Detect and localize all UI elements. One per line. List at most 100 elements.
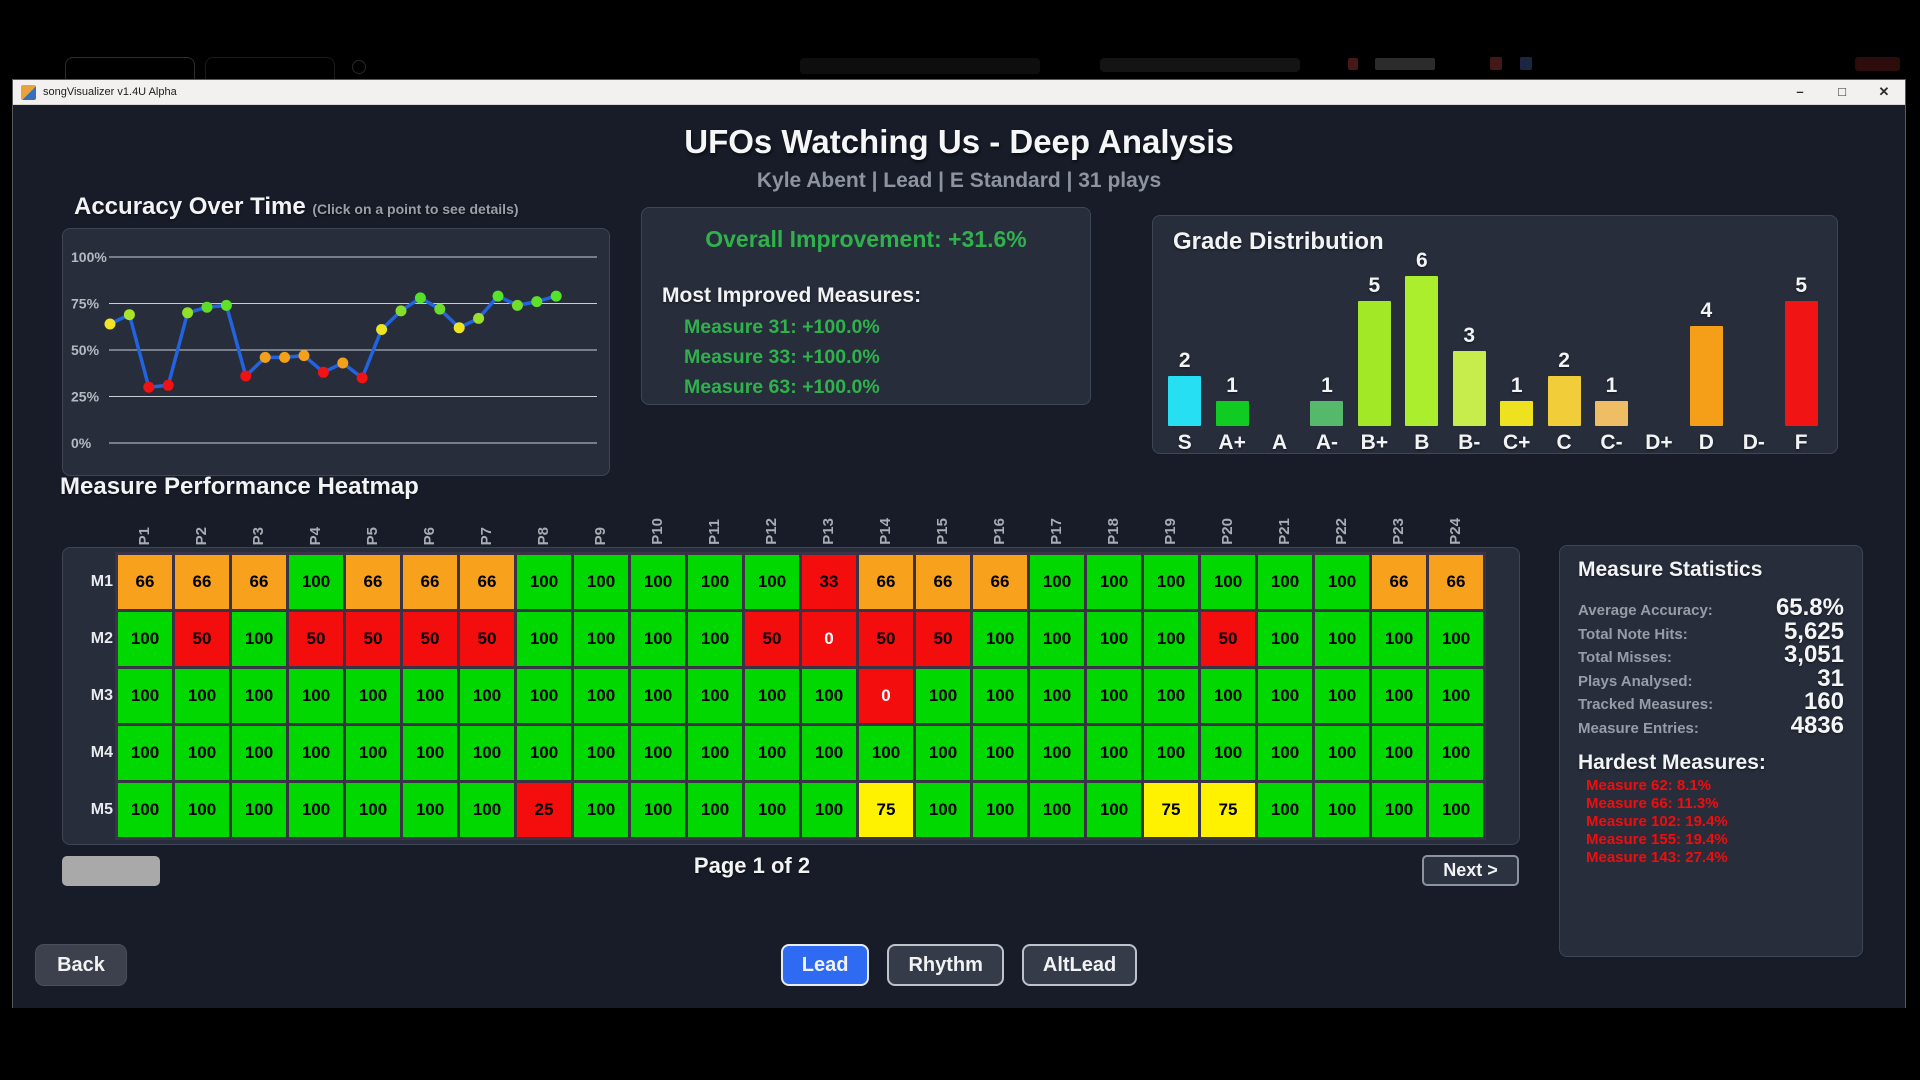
heatmap-cell: 100	[118, 669, 172, 723]
accuracy-point[interactable]	[123, 309, 135, 321]
heatmap-column-header: P20	[1218, 518, 1236, 545]
heatmap-column-header: P8	[534, 526, 552, 545]
close-button[interactable]: ✕	[1878, 84, 1890, 99]
accuracy-point[interactable]	[104, 318, 116, 330]
improvement-panel: Overall Improvement: +31.6% Most Improve…	[641, 207, 1091, 405]
accuracy-point[interactable]	[356, 372, 368, 384]
heatmap-header-cell: P20	[1200, 495, 1254, 545]
accuracy-point[interactable]	[279, 351, 291, 363]
heatmap-cell: 100	[1201, 555, 1255, 609]
heatmap-cell: 100	[460, 783, 514, 837]
statistic-value: 5,625	[1783, 617, 1844, 645]
accuracy-point[interactable]	[143, 381, 155, 393]
page-title: UFOs Watching Us - Deep Analysis	[684, 123, 1234, 160]
ghost-window-artifact	[352, 60, 366, 74]
tab-lead[interactable]: Lead	[780, 944, 870, 986]
heatmap-cell: 50	[1201, 612, 1255, 666]
accuracy-point[interactable]	[337, 357, 349, 369]
heatmap-cell: 100	[1258, 612, 1312, 666]
accuracy-line	[108, 294, 558, 389]
grade-bar	[1168, 376, 1202, 426]
heatmap-cell: 100	[1429, 669, 1483, 723]
next-page-button[interactable]: Next >	[1422, 855, 1519, 886]
heatmap-cell: 50	[175, 612, 229, 666]
heatmap-grid: 66 66 66 100 66 66 66 100 100 100 100 100 33 66 66 66 10…	[115, 552, 1486, 840]
grade-label: A	[1271, 431, 1288, 454]
grade-bar	[1547, 376, 1581, 426]
heatmap-column-headers: P1 P2 P3 P4 P5 P6 P7 P8 P9 P10 P11 P12 P13 P14 P15 P16 P…	[117, 495, 1482, 545]
heatmap-cell: 100	[802, 726, 856, 780]
accuracy-point[interactable]	[162, 379, 174, 391]
heatmap-cell: 100	[1258, 726, 1312, 780]
accuracy-point[interactable]	[259, 351, 271, 363]
improvement-subheading: Most Improved Measures:	[662, 284, 922, 307]
accuracy-point[interactable]	[220, 299, 232, 311]
hardest-measure-item: Measure 102: 19.4%	[1586, 813, 1728, 830]
accuracy-point[interactable]	[201, 301, 213, 313]
accuracy-point[interactable]	[414, 292, 426, 304]
accuracy-point[interactable]	[453, 322, 465, 334]
accuracy-point[interactable]	[531, 296, 543, 308]
accuracy-point[interactable]	[298, 350, 310, 362]
grade-bar	[1500, 401, 1534, 426]
heatmap-cell: 100	[1315, 669, 1369, 723]
heatmap-cell: 100	[232, 612, 286, 666]
accuracy-point[interactable]	[473, 312, 485, 324]
ghost-window-artifact	[1100, 58, 1300, 72]
heatmap-cell: 100	[1087, 669, 1141, 723]
heatmap-cell: 100	[688, 783, 742, 837]
grade-label: B	[1414, 431, 1430, 454]
heatmap-header-cell: P2	[174, 495, 228, 545]
accuracy-section-title: Accuracy Over Time (Click on a point to …	[74, 193, 519, 221]
heatmap-cell: 0	[859, 669, 913, 723]
accuracy-point[interactable]	[511, 299, 523, 311]
accuracy-point[interactable]	[434, 303, 446, 315]
heatmap-cell: 66	[118, 555, 172, 609]
heatmap-cell: 66	[460, 555, 514, 609]
grade-count-label: 1	[1510, 374, 1523, 397]
heatmap-column-header: P4	[306, 526, 324, 545]
back-button[interactable]: Back	[35, 944, 127, 986]
grade-label: A+	[1218, 431, 1246, 454]
window-titlebar[interactable]: songVisualizer v1.4U Alpha – □ ✕	[13, 80, 1905, 105]
heatmap-panel: M1 M2 M3 M4 M5 66 66 66 100 66 66 66 100 100 100 100 10…	[62, 547, 1520, 845]
page-indicator: Page 1 of 2	[693, 853, 811, 878]
grade-count-label: 2	[1178, 349, 1191, 372]
prev-page-button[interactable]	[62, 856, 160, 886]
heatmap-column-header: P24	[1446, 518, 1464, 545]
hardest-measure-item: Measure 62: 8.1%	[1586, 777, 1712, 794]
improved-measure-item: Measure 63: +100.0%	[684, 376, 880, 398]
heatmap-cell: 100	[574, 726, 628, 780]
accuracy-point[interactable]	[376, 324, 388, 335]
heatmap-cell: 100	[517, 612, 571, 666]
heatmap-cell: 100	[916, 783, 970, 837]
accuracy-point[interactable]	[317, 366, 329, 378]
heatmap-cell: 100	[232, 669, 286, 723]
ghost-window-artifact	[1855, 57, 1900, 71]
grade-label: C+	[1502, 431, 1531, 454]
heatmap-cell: 100	[289, 555, 343, 609]
grade-slot: A	[1256, 247, 1303, 454]
accuracy-point[interactable]	[182, 307, 194, 319]
heatmap-cell: 100	[517, 555, 571, 609]
heatmap-column-header: P19	[1161, 518, 1179, 545]
minimize-button[interactable]: –	[1796, 84, 1804, 99]
tab-altlead[interactable]: AltLead	[1021, 944, 1138, 986]
maximize-button[interactable]: □	[1838, 84, 1846, 99]
heatmap-cell: 100	[1429, 612, 1483, 666]
hardest-measures-list: Measure 62: 8.1% Measure 66: 11.3% Measure…	[1578, 777, 1844, 865]
heatmap-cell: 0	[802, 612, 856, 666]
heatmap-cell: 100	[1372, 612, 1426, 666]
heatmap-cell: 75	[1144, 783, 1198, 837]
app-icon	[21, 84, 36, 100]
accuracy-point[interactable]	[550, 290, 562, 302]
accuracy-point[interactable]	[240, 370, 252, 382]
tab-rhythm[interactable]: Rhythm	[887, 944, 1004, 986]
accuracy-point[interactable]	[395, 305, 407, 317]
accuracy-point[interactable]	[492, 290, 504, 302]
heatmap-column-header: P22	[1332, 518, 1350, 545]
heatmap-cell: 100	[631, 612, 685, 666]
grade-count-label: 2	[1558, 349, 1570, 372]
heatmap-cell: 100	[1372, 783, 1426, 837]
statistic-value: 31	[1817, 664, 1844, 692]
